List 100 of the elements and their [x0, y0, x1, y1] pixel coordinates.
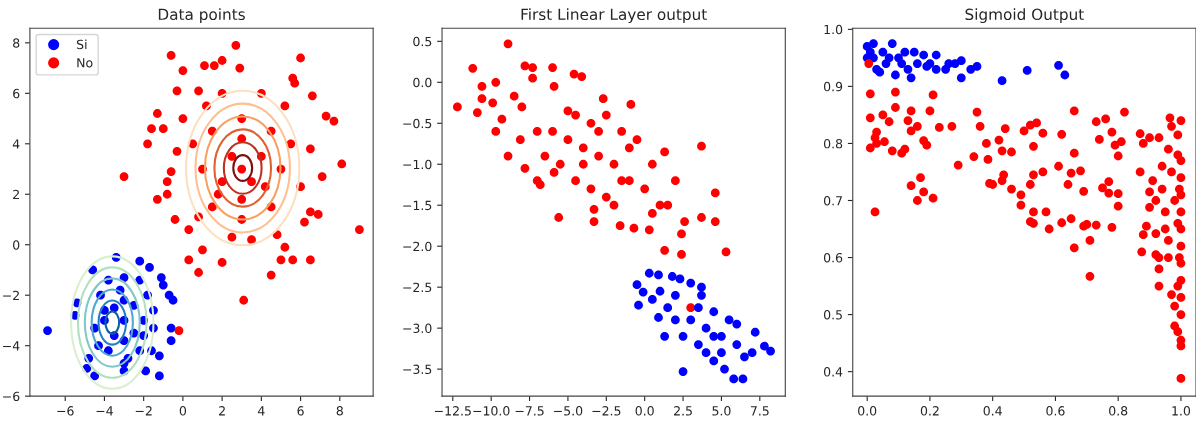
y-tick-label: 0.8 — [823, 138, 843, 149]
chart-title: Data points — [158, 8, 245, 24]
y-tick-label: −2.0 — [403, 241, 432, 252]
point — [663, 303, 673, 313]
x-tick-label: 0.0 — [635, 406, 654, 416]
y-tick-label: 0.0 — [413, 77, 432, 88]
point — [694, 303, 703, 313]
point — [738, 374, 748, 384]
point — [875, 67, 885, 77]
point — [760, 341, 769, 351]
point — [119, 273, 129, 282]
point — [997, 76, 1007, 86]
point — [644, 268, 654, 278]
point — [678, 367, 688, 376]
point — [717, 348, 726, 358]
x-tick-label: 8 — [336, 406, 343, 416]
y-tick-label: 4 — [12, 139, 20, 149]
point — [694, 340, 703, 349]
y-tick-label: −6 — [3, 391, 20, 402]
x-tick-label: −2.5 — [592, 406, 621, 416]
point — [1060, 70, 1070, 80]
y-tick-label: −3.5 — [403, 364, 432, 375]
point — [168, 295, 178, 305]
point — [166, 323, 176, 333]
point — [686, 278, 696, 288]
x-tick-label: −7.5 — [515, 406, 544, 416]
point — [747, 348, 757, 358]
x-tick-label: 0.6 — [1046, 406, 1065, 416]
y-tick-label: 8 — [13, 38, 20, 48]
point — [1022, 66, 1032, 75]
x-tick-label: 0 — [179, 406, 187, 416]
y-tick-label: 0.7 — [823, 195, 842, 206]
point — [675, 274, 685, 284]
point — [709, 307, 719, 317]
point — [897, 59, 907, 68]
point — [869, 39, 878, 48]
y-tick-label: 0.5 — [413, 36, 432, 47]
point — [884, 53, 894, 63]
y-tick-label: 6 — [13, 88, 20, 99]
y-tick-label: 1.0 — [824, 24, 843, 35]
point — [678, 331, 688, 341]
point — [1054, 60, 1063, 70]
point — [154, 371, 164, 381]
point — [903, 64, 913, 74]
x-tick-label: 2 — [219, 406, 225, 416]
point — [697, 290, 706, 300]
point — [919, 50, 929, 60]
x-tick-label: 7.5 — [750, 406, 769, 416]
point — [931, 64, 941, 74]
point — [654, 313, 663, 322]
y-tick-label: −1.0 — [403, 159, 432, 170]
point — [697, 282, 706, 292]
x-tick-label: 0.2 — [920, 406, 939, 416]
point — [956, 56, 966, 66]
y-tick-label: 2 — [13, 189, 19, 200]
point — [156, 273, 166, 282]
point — [701, 348, 711, 358]
point — [729, 374, 739, 384]
x-tick-label: −2 — [135, 406, 152, 416]
point — [887, 39, 897, 48]
point — [43, 326, 52, 335]
x-tick-label: −10.0 — [473, 406, 510, 416]
x-tick-label: 0.0 — [858, 406, 877, 416]
point — [686, 315, 696, 325]
y-tick-label: 0.4 — [823, 367, 843, 377]
point — [709, 331, 719, 341]
point — [900, 47, 910, 57]
x-tick-label: −5.0 — [554, 406, 583, 416]
x-tick-label: 5.0 — [712, 406, 731, 416]
y-tick-label: 0.9 — [823, 81, 843, 92]
legend-label: No — [77, 58, 93, 68]
point — [956, 73, 966, 83]
x-tick-label: 1.0 — [1172, 406, 1191, 416]
point — [732, 319, 742, 329]
y-tick-label: 0 — [13, 240, 20, 250]
x-tick-label: 6 — [297, 406, 304, 416]
point — [878, 47, 888, 57]
point — [931, 50, 941, 60]
point — [655, 286, 665, 296]
point — [660, 331, 670, 341]
point — [145, 263, 154, 272]
point — [766, 346, 775, 356]
x-tick-label: 0.8 — [1109, 406, 1128, 416]
point — [166, 336, 176, 346]
x-tick-label: 0.4 — [983, 406, 1002, 416]
point — [158, 280, 168, 290]
point — [647, 295, 657, 304]
point — [701, 323, 711, 333]
y-tick-label: −0.5 — [403, 118, 432, 129]
legend-label: Si — [76, 39, 87, 50]
y-tick-label: −1.5 — [403, 200, 432, 211]
point — [632, 280, 642, 290]
point — [906, 73, 916, 83]
y-tick-label: 0.6 — [823, 253, 843, 263]
x-tick-label: 2.5 — [674, 406, 692, 416]
x-tick-label: 4 — [257, 406, 265, 416]
point — [638, 287, 648, 297]
point — [154, 351, 164, 361]
point — [972, 62, 982, 71]
point — [717, 331, 726, 341]
